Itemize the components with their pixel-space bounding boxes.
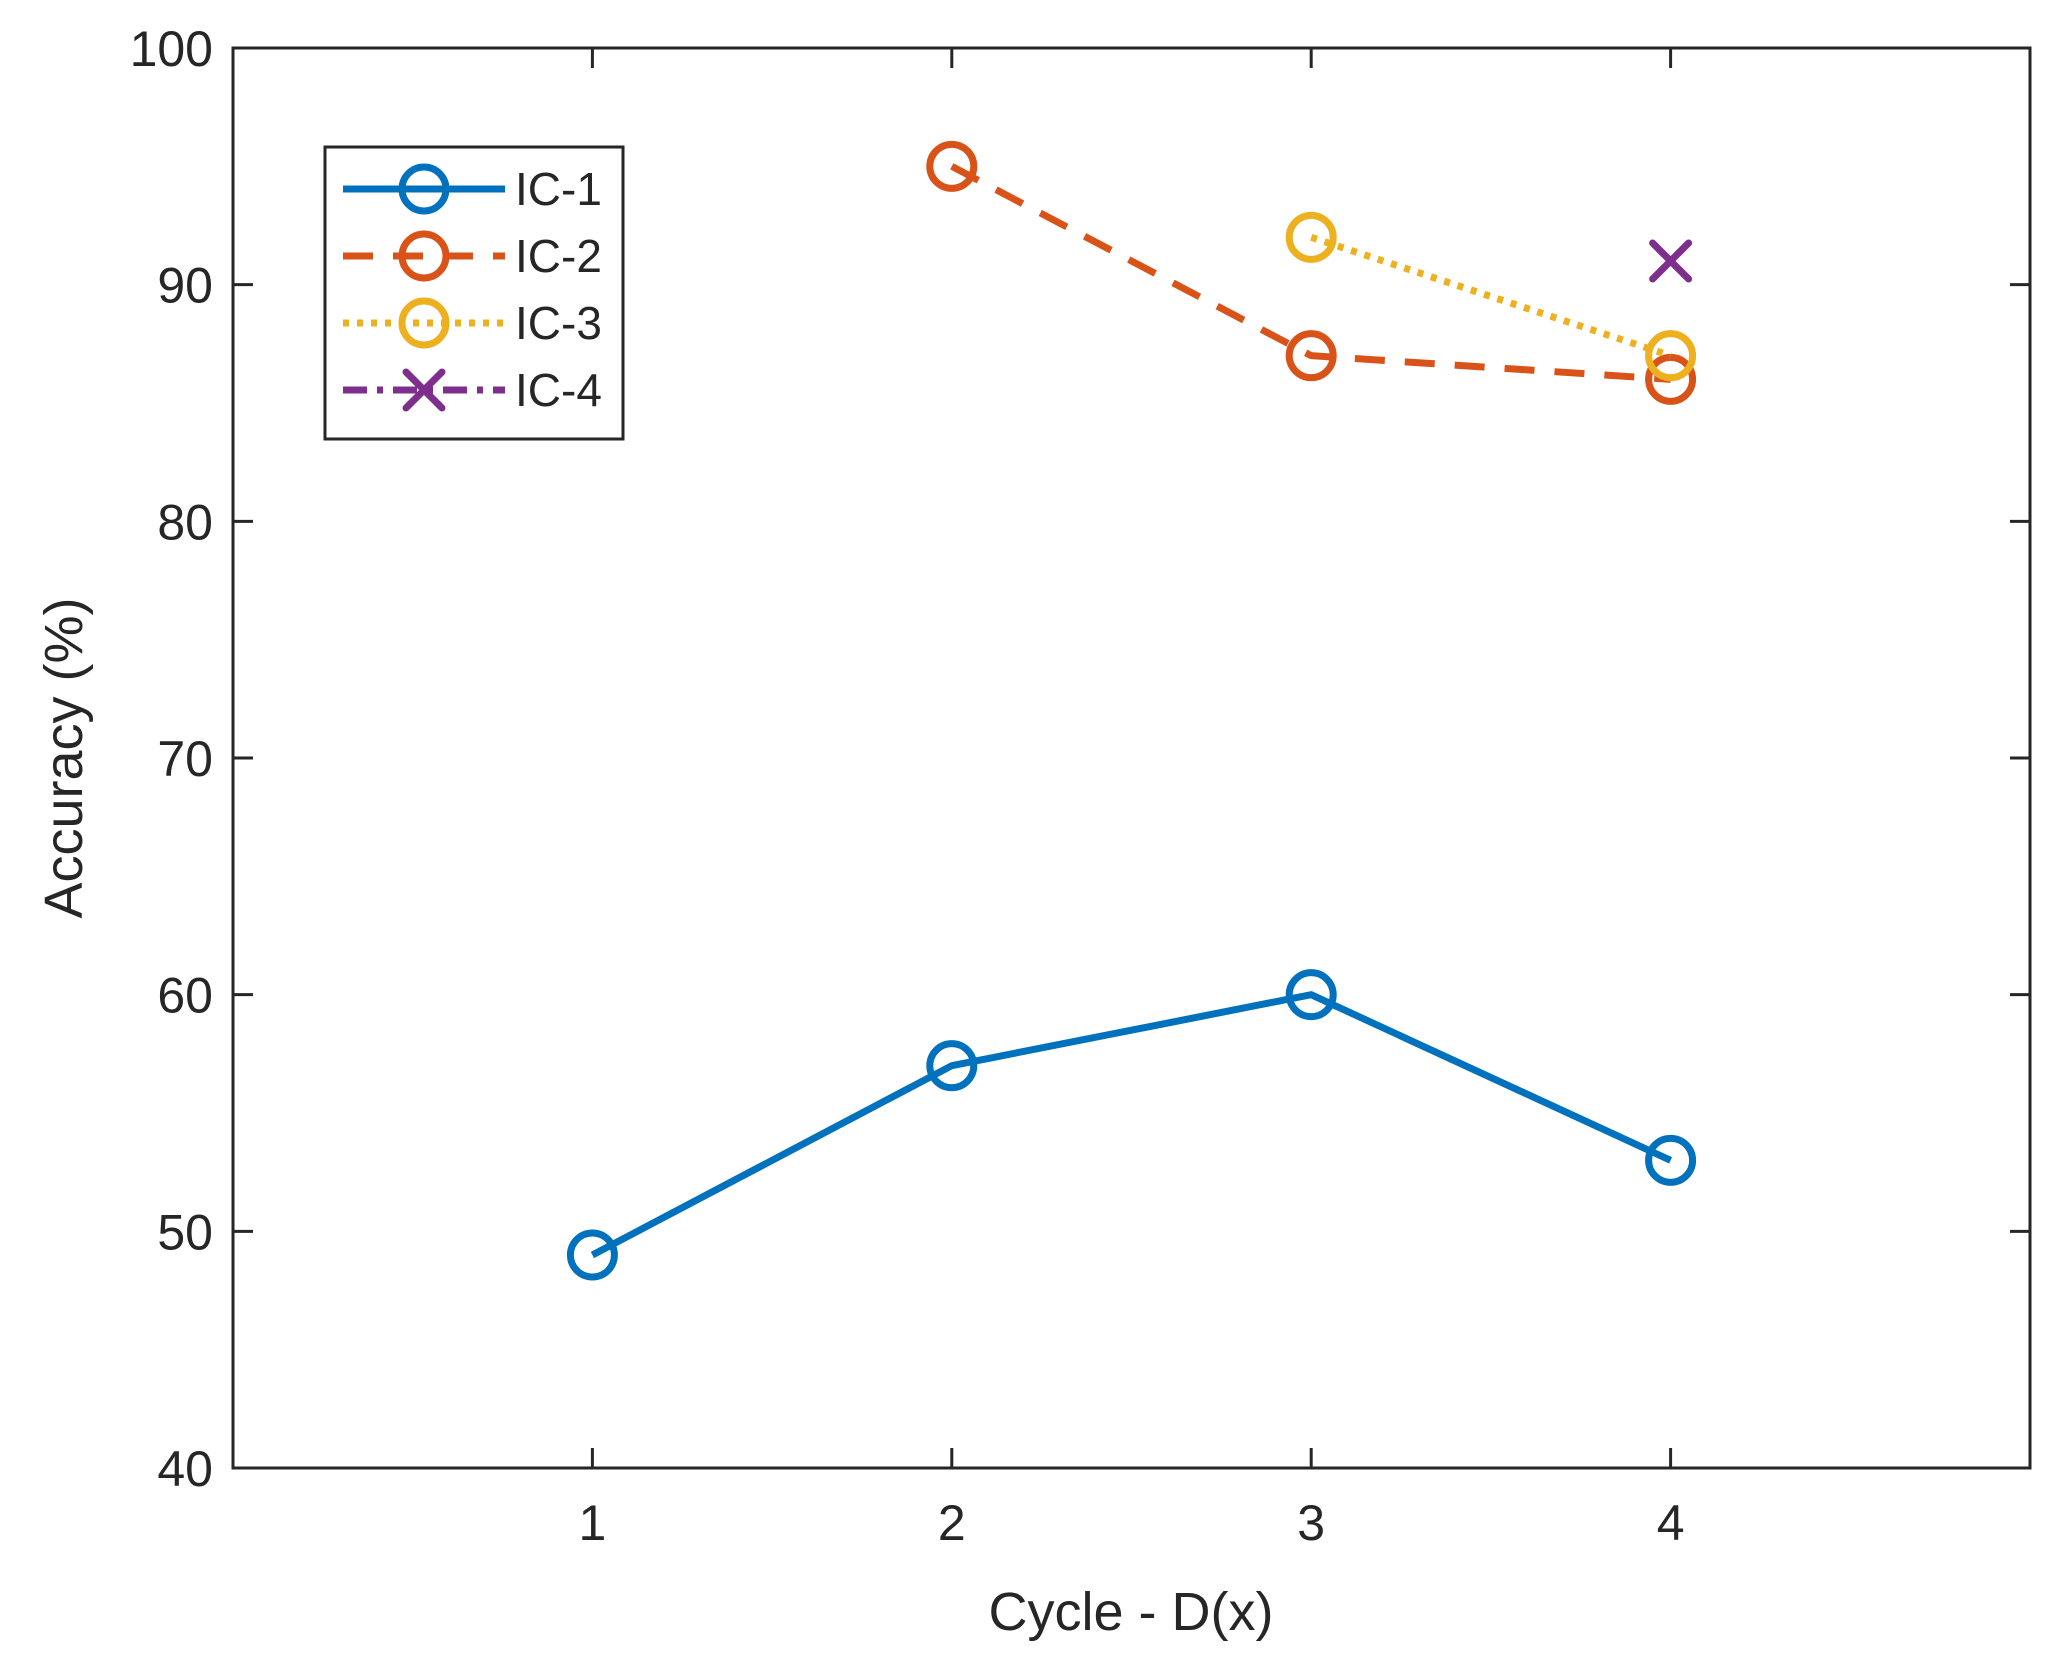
- axis-ticks: 40 50 60 70 80 90 100 1 2 3 4: [130, 21, 2030, 1551]
- data-point: [1649, 239, 1693, 283]
- legend: IC-1 IC-2 IC-3 IC-4: [323, 145, 625, 441]
- data-point: [926, 140, 978, 192]
- data-point: [1645, 1134, 1697, 1186]
- legend-marker: [402, 368, 446, 412]
- series-ic-4: [1649, 239, 1693, 283]
- y-tick-label: 50: [157, 1204, 213, 1260]
- legend-marker: [398, 230, 450, 282]
- legend-entry-ic-3: IC-3: [343, 297, 602, 349]
- series-ic-3: [1285, 211, 1697, 382]
- y-tick-label: 100: [130, 21, 213, 77]
- x-tick-label: 4: [1657, 1495, 1685, 1551]
- legend-label: IC-3: [515, 297, 602, 349]
- legend-label: IC-4: [515, 364, 602, 416]
- x-tick-label: 3: [1297, 1495, 1325, 1551]
- y-axis-label: Accuracy (%): [34, 597, 94, 918]
- y-tick-label: 40: [157, 1441, 213, 1497]
- data-point: [926, 1040, 978, 1092]
- series-line: [590, 991, 1673, 1259]
- y-tick-label: 90: [157, 258, 213, 314]
- data-point: [1285, 969, 1337, 1021]
- legend-entry-ic-2: IC-2: [343, 230, 602, 282]
- legend-box: [323, 145, 625, 441]
- x-tick-label: 1: [578, 1495, 606, 1551]
- data-point: [1645, 330, 1697, 382]
- y-tick-label: 60: [157, 968, 213, 1024]
- y-tick-label: 70: [157, 731, 213, 787]
- series-line: [950, 163, 1671, 383]
- x-tick-label: 2: [938, 1495, 966, 1551]
- y-tick-label: 80: [157, 494, 213, 550]
- data-point: [1285, 211, 1337, 263]
- series-ic-2: [926, 140, 1697, 405]
- legend-label: IC-1: [515, 163, 602, 215]
- data-point: [1285, 330, 1337, 382]
- x-axis-label: Cycle - D(x): [989, 1582, 1274, 1642]
- legend-marker: [398, 297, 450, 349]
- legend-marker: [398, 163, 450, 215]
- data-point: [566, 1229, 618, 1281]
- legend-entry-ic-4: IC-4: [343, 364, 602, 416]
- series-ic-1: [566, 969, 1697, 1281]
- legend-entry-ic-1: IC-1: [343, 163, 602, 215]
- series-layer: [566, 140, 1697, 1281]
- legend-label: IC-2: [515, 230, 602, 282]
- data-point: [1645, 353, 1697, 405]
